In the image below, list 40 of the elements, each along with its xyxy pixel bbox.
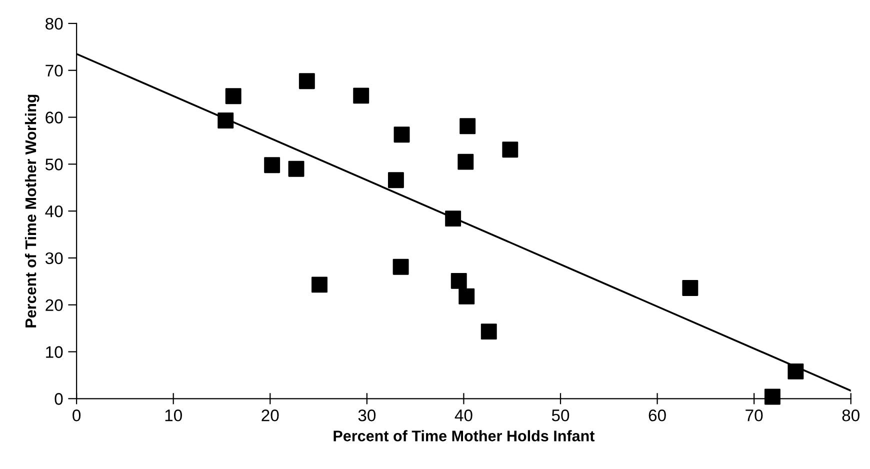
point: [388, 172, 404, 188]
x-axis-title: Percent of Time Mother Holds Infant: [334, 430, 595, 442]
point: [458, 288, 475, 304]
x-tick-label: 20: [262, 410, 279, 422]
point: [450, 272, 467, 289]
point: [225, 88, 242, 104]
point: [312, 276, 328, 293]
point: [764, 388, 780, 405]
y-tick-label: 0: [54, 393, 63, 405]
x-tick-label: 30: [358, 410, 376, 422]
x-tick-label: 60: [648, 410, 666, 422]
x-tick-label: 10: [165, 410, 182, 422]
y-tick-label: 10: [46, 346, 63, 358]
y-tick-label: 20: [46, 299, 63, 312]
point: [480, 324, 497, 340]
point: [445, 210, 462, 227]
point: [218, 112, 234, 129]
y-tick-label: 50: [45, 158, 63, 170]
x-tick-label: 40: [454, 410, 472, 422]
x-tick-label: 80: [842, 410, 860, 422]
y-tick-label: 70: [46, 64, 63, 77]
point: [682, 280, 698, 296]
point: [460, 118, 476, 134]
x-tick-label: 50: [552, 410, 570, 422]
point: [288, 160, 304, 177]
point: [392, 258, 409, 275]
y-tick-label: 40: [45, 205, 63, 218]
x-tick-label: 0: [72, 410, 81, 422]
x-tick-label: 70: [746, 410, 763, 422]
point: [502, 142, 518, 158]
point: [264, 157, 280, 174]
y-tick-label: 30: [45, 252, 63, 264]
point: [458, 154, 474, 170]
y-tick-label: 80: [46, 18, 63, 30]
y-tick-label: 60: [46, 112, 63, 124]
point: [788, 363, 804, 380]
point: [394, 126, 410, 143]
point: [353, 88, 370, 104]
point: [298, 73, 315, 90]
y-axis-title: Percent of Time Mother Working: [24, 94, 40, 328]
